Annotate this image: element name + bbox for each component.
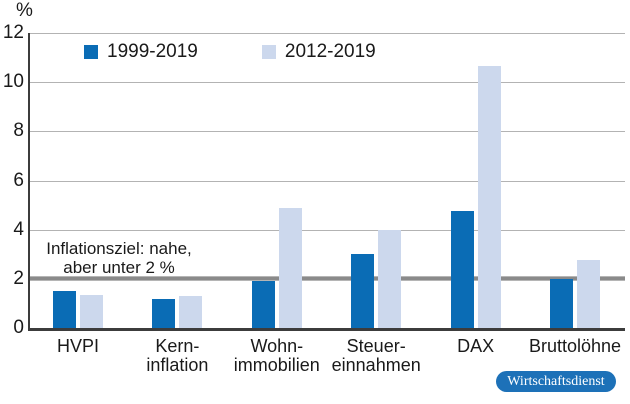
y-tick-label-0: 0 bbox=[13, 317, 24, 338]
y-tick-label-8: 8 bbox=[13, 120, 24, 141]
legend-label: 1999-2019 bbox=[107, 41, 198, 62]
bar-1999-2019-Bruttolöhne bbox=[550, 279, 573, 328]
y-tick-label-4: 4 bbox=[13, 219, 24, 240]
category-label-Kern-inflation: Kern- inflation bbox=[146, 336, 209, 375]
bar-1999-2019-Kern-inflation bbox=[152, 299, 175, 328]
bar-2012-2019-DAX bbox=[478, 66, 501, 328]
bar-1999-2019-Wohn-immobilien bbox=[252, 281, 275, 328]
annotation-line-1: Inflationsziel: nahe, bbox=[46, 239, 192, 258]
category-label-HVPI: HVPI bbox=[56, 336, 100, 356]
legend-item-2012-2019: 2012-2019 bbox=[261, 41, 376, 63]
gridline-4 bbox=[30, 230, 625, 231]
gridline-10 bbox=[30, 82, 625, 83]
bar-2012-2019-Wohn-immobilien bbox=[279, 208, 302, 328]
annotation-line-2: aber unter 2 % bbox=[63, 258, 175, 277]
legend: 1999-2019 2012-2019 bbox=[84, 41, 376, 63]
category-label-Bruttolöhne: Bruttolöhne bbox=[528, 336, 622, 356]
y-tick-label-10: 10 bbox=[2, 71, 24, 92]
gridline-12 bbox=[30, 33, 625, 34]
y-axis-line bbox=[28, 33, 30, 330]
bar-1999-2019-DAX bbox=[451, 211, 474, 328]
category-label-Steuer-einnahmen: Steuer- einnahmen bbox=[331, 336, 421, 375]
bar-2012-2019-Steuer-einnahmen bbox=[378, 230, 401, 328]
x-axis-line bbox=[28, 328, 625, 331]
gridline-8 bbox=[30, 131, 625, 132]
category-label-DAX: DAX bbox=[457, 336, 495, 356]
category-label-Wohn-immobilien: Wohn- immobilien bbox=[233, 336, 320, 375]
legend-item-1999-2019: 1999-2019 bbox=[84, 41, 198, 63]
y-tick-label-6: 6 bbox=[13, 170, 24, 191]
legend-swatch-dark-blue bbox=[84, 45, 98, 59]
bar-1999-2019-Steuer-einnahmen bbox=[351, 254, 374, 328]
y-tick-label-2: 2 bbox=[13, 268, 24, 289]
bar-2012-2019-HVPI bbox=[80, 295, 103, 328]
y-axis-unit-label: % bbox=[16, 0, 33, 21]
reference-line-2-percent bbox=[30, 276, 625, 281]
bar-2012-2019-Bruttolöhne bbox=[577, 260, 600, 328]
inflation-target-annotation: Inflationsziel: nahe, aber unter 2 % bbox=[34, 239, 204, 277]
gridline-6 bbox=[30, 181, 625, 182]
legend-label: 2012-2019 bbox=[284, 41, 376, 62]
source-badge: Wirtschaftsdienst bbox=[496, 371, 616, 392]
bar-2012-2019-Kern-inflation bbox=[179, 296, 202, 328]
bar-1999-2019-HVPI bbox=[53, 291, 76, 328]
y-tick-label-12: 12 bbox=[2, 22, 24, 43]
legend-swatch-light-blue bbox=[261, 45, 276, 59]
